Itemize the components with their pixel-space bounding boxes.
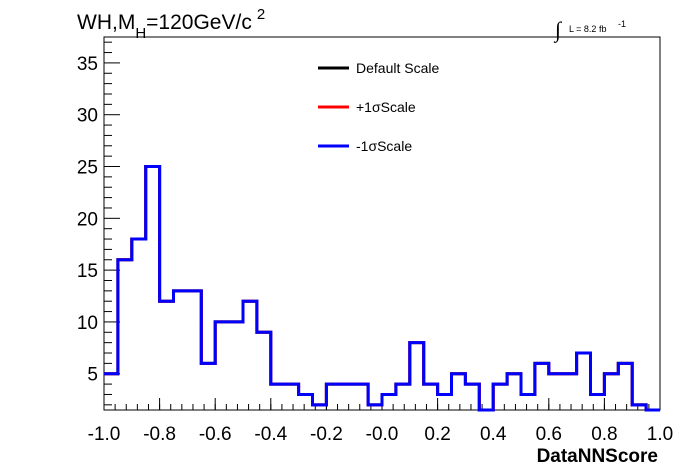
- chart-title: WH,MH=120GeV/c 2: [77, 6, 265, 42]
- x-tick-label: 1.0: [647, 424, 673, 445]
- luminosity-exponent: -1: [618, 19, 626, 29]
- integral-symbol: ∫: [553, 17, 563, 43]
- luminosity-label: ∫ L = 8.2 fb -1: [553, 17, 626, 43]
- x-axis-label: DataNNScore: [537, 446, 658, 467]
- x-tick-label: -0.2: [310, 424, 343, 445]
- x-tick-label: -0.4: [254, 424, 287, 445]
- x-tick-label: 0.8: [591, 424, 617, 445]
- y-tick-label: 5: [87, 365, 98, 386]
- x-tick-label: 0.2: [424, 424, 450, 445]
- y-tick-label: 25: [77, 158, 98, 179]
- x-tick-label: -0.8: [143, 424, 176, 445]
- legend-label-1: +1σScale: [356, 99, 416, 115]
- chart-title-superscript: 2: [257, 6, 265, 23]
- series-line-2: [104, 165, 660, 412]
- chart-title-main: WH,M: [77, 11, 135, 34]
- x-tick-label: -0.6: [199, 424, 232, 445]
- chart-title-rest: =120GeV/c: [146, 11, 252, 34]
- legend-label-2: -1σScale: [356, 138, 412, 154]
- series-layer: [104, 165, 660, 412]
- y-tick-label: 10: [77, 313, 98, 334]
- y-axis: 5 10 15 20 25 30 35: [77, 41, 120, 406]
- y-tick-label: 15: [77, 261, 98, 282]
- y-tick-label: 30: [77, 106, 98, 127]
- x-tick-label: -1.0: [88, 424, 121, 445]
- y-tick-label: 20: [77, 209, 98, 230]
- legend: Default Scale +1σScale -1σScale: [318, 60, 439, 154]
- x-tick-label: -0.0: [366, 424, 399, 445]
- x-axis: -1.0 -0.8 -0.6 -0.4 -0.2 -0.0 0.2 0.4 0.6 0.8 1.0: [88, 398, 673, 445]
- chart-title-subscript: H: [135, 25, 146, 42]
- x-tick-label: 0.4: [480, 424, 507, 445]
- legend-label-0: Default Scale: [356, 60, 439, 76]
- x-tick-label: 0.6: [536, 424, 562, 445]
- y-tick-label: 35: [77, 54, 98, 75]
- luminosity-text: L = 8.2 fb: [569, 24, 606, 34]
